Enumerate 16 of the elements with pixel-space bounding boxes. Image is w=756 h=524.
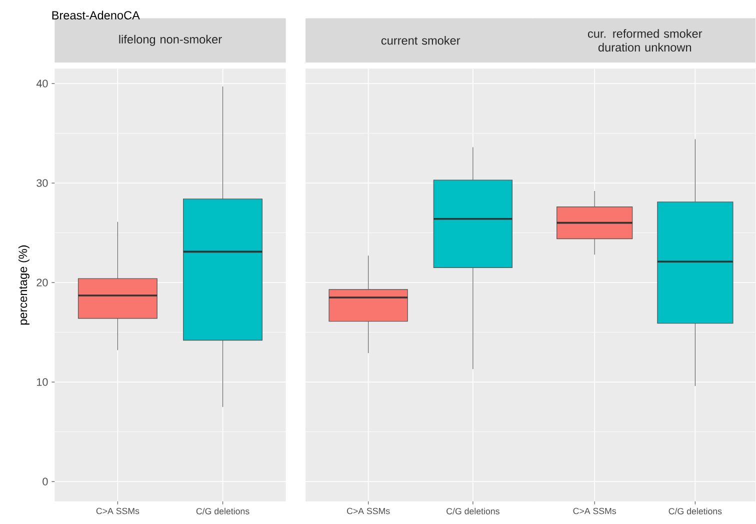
x-tick-label: C/G deletions — [668, 508, 722, 514]
chart-subtitle: current smoker — [381, 36, 460, 45]
y-tick-label: 0 — [42, 478, 48, 486]
chart-title: Breast-AdenoCA — [52, 10, 140, 20]
chart-subtitle: lifelong non-smoker — [119, 34, 222, 46]
y-axis-title: percentage (%) — [18, 245, 30, 324]
y-tick-label: 10 — [37, 378, 48, 386]
chart-subtitle: cur. reformed smoker duration unknown — [588, 28, 702, 52]
y-tick-label: 40 — [36, 80, 48, 88]
x-tick-label: C/G deletions — [196, 508, 250, 514]
x-tick-label: C>A SSMs — [573, 508, 616, 514]
y-tick-label: 30 — [36, 179, 48, 187]
y-tick-label: 20 — [36, 278, 48, 286]
x-tick-label: C/G deletions — [446, 508, 500, 514]
x-tick-label: C>A SSMs — [346, 508, 390, 514]
x-tick-label: C>A SSMs — [96, 508, 140, 514]
